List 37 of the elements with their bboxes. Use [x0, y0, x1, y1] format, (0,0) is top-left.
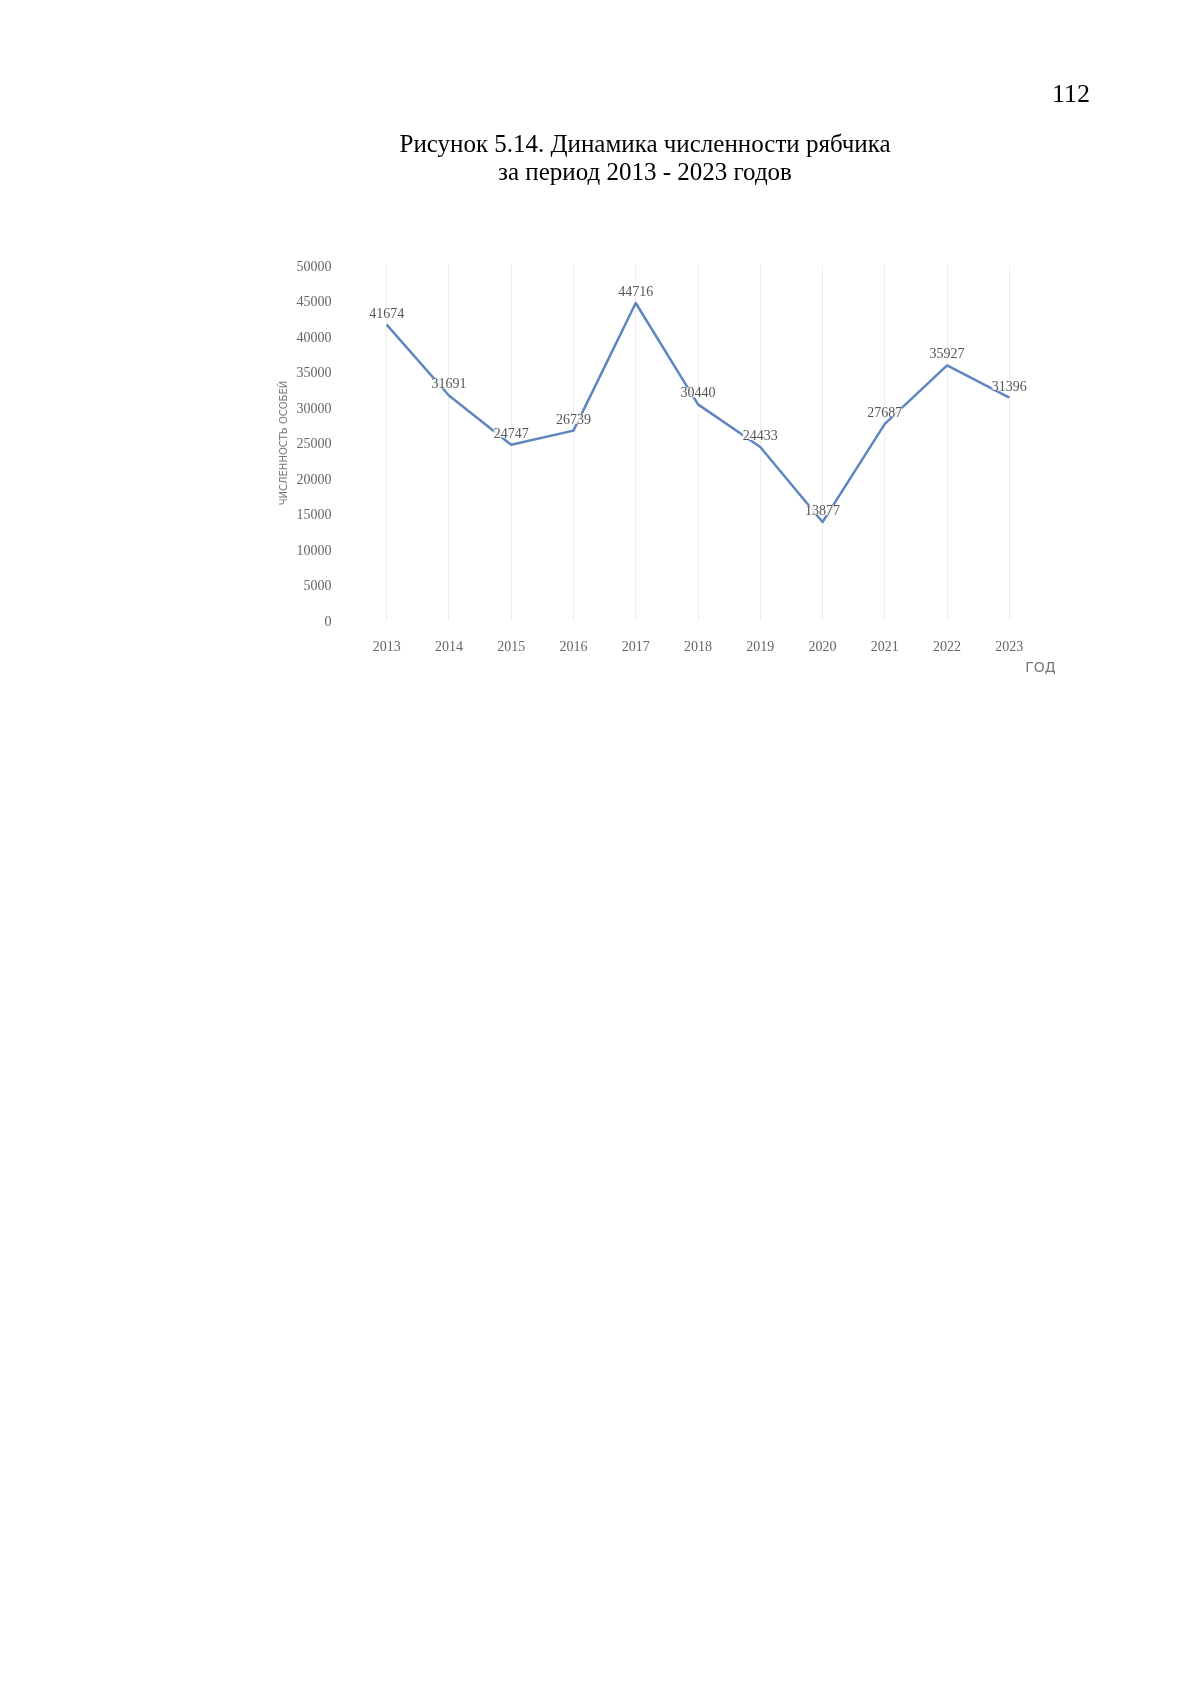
x-tick-label: 2017 — [621, 638, 650, 654]
data-label: 44716 — [618, 284, 654, 300]
data-label: 31396 — [991, 378, 1027, 394]
y-tick-label: 20000 — [296, 471, 332, 487]
y-tick-label: 40000 — [296, 329, 332, 345]
x-tick-label: 2018 — [684, 638, 712, 654]
x-tick-label: 2023 — [995, 638, 1024, 654]
x-tick-label: 2016 — [559, 638, 588, 654]
y-tick-label: 0 — [324, 613, 332, 629]
x-tick-label: 2021 — [870, 638, 899, 654]
data-label: 41674 — [369, 305, 405, 321]
data-label: 26739 — [555, 411, 591, 427]
y-tick-label: 45000 — [296, 294, 332, 309]
x-tick-label: 2019 — [746, 638, 775, 654]
data-label: 24433 — [742, 428, 778, 444]
y-tick-label: 35000 — [296, 365, 332, 380]
chart-title: Рисунок 5.14. Динамика численности рябчика за период 2013 - 2023 годов — [398, 130, 892, 186]
y-tick-label: 30000 — [296, 400, 332, 416]
data-label: 31691 — [431, 376, 467, 392]
x-tick-label: 2020 — [808, 638, 837, 654]
text: 112 — [1050, 78, 1090, 110]
data-label: 13877 — [805, 502, 841, 518]
y-axis-title: ЧИСЛЕННОСТЬ ОСОБЕЙ — [276, 380, 289, 506]
x-axis-title: ГОД — [1025, 658, 1056, 675]
data-label: 30440 — [680, 385, 716, 401]
data-label: 27687 — [867, 404, 903, 420]
x-tick-label: 2013 — [372, 638, 401, 654]
y-tick-label: 15000 — [296, 507, 332, 522]
data-label: 35927 — [929, 346, 965, 362]
y-tick-label: 50000 — [296, 258, 332, 274]
y-tick-label: 5000 — [303, 578, 332, 593]
data-label: 24747 — [493, 425, 529, 441]
x-tick-label: 2014 — [434, 638, 463, 654]
y-tick-label: 25000 — [296, 436, 332, 451]
y-tick-label: 10000 — [296, 542, 332, 558]
x-tick-label: 2015 — [497, 638, 526, 654]
x-tick-label: 2022 — [933, 638, 962, 654]
